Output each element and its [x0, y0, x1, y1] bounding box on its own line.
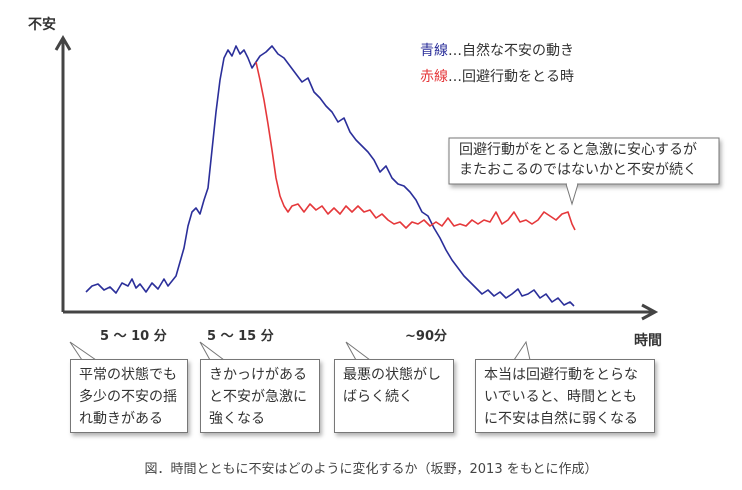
- phase3-pointer: [345, 341, 372, 361]
- phase2-line-3: 強くなる: [209, 411, 265, 427]
- phase1-note: 平常の状態でも 多少の不安の揺 れ動きがある: [70, 359, 188, 433]
- phase3-note: 最悪の状態がし ばらく続く: [334, 359, 454, 433]
- phase1-pointer: [69, 341, 98, 361]
- red-note-text: 回避行動がをとると急激に安心するが またおこるのではないかと不安が続く: [459, 140, 697, 180]
- red-note-line-2: またおこるのではないかと不安が続く: [459, 162, 697, 178]
- x-tick-label-1: 5 ～ 10 分: [100, 329, 167, 344]
- x-tick-label-3: ~90分: [405, 329, 447, 344]
- legend-blue-key: 青線: [420, 43, 448, 59]
- red-note-pointer: [565, 183, 579, 206]
- phase3-line-2: ばらく続く: [343, 389, 413, 405]
- x-tick-label-2: 5 ～ 15 分: [207, 329, 274, 344]
- legend-blue-text: …自然な不安の動き: [448, 43, 574, 59]
- phase4-line-2: いでいると、時間ととも: [484, 389, 638, 405]
- phase2-line-2: と不安が急激に: [209, 389, 307, 405]
- legend-red-text: …回避行動をとる時: [448, 69, 574, 85]
- phase1-line-3: れ動きがある: [79, 411, 163, 427]
- blue-series-line: [85, 45, 575, 307]
- phase1-line-2: 多少の不安の揺: [79, 389, 177, 405]
- y-axis-label: 不安: [28, 17, 56, 33]
- phase4-pointer: [513, 340, 531, 361]
- red-note-box: [448, 137, 720, 185]
- x-axis-label: 時間: [634, 333, 662, 349]
- legend-red-key: 赤線: [420, 69, 448, 85]
- legend-red: 赤線…回避行動をとる時: [420, 66, 574, 86]
- phase2-pointer: [199, 341, 226, 361]
- phase2-note: きかっけがある と不安が急激に 強くなる: [200, 359, 320, 433]
- phase4-line-1: 本当は回避行動をとらな: [484, 367, 638, 383]
- phase3-line-1: 最悪の状態がし: [343, 367, 441, 383]
- phase4-note: 本当は回避行動をとらな いでいると、時間ととも に不安は自然に弱くなる: [475, 359, 655, 433]
- legend-blue: 青線…自然な不安の動き: [420, 40, 574, 60]
- red-note-line-1: 回避行動がをとると急激に安心するが: [459, 142, 697, 158]
- red-series-line: [255, 61, 576, 231]
- figure-caption: 図．時間とともに不安はどのように変化するか（坂野，2013 をもとに作成）: [144, 462, 598, 477]
- y-axis-arrowhead: [54, 35, 72, 51]
- phase2-line-1: きかっけがある: [209, 367, 307, 383]
- x-axis-arrowhead: [641, 303, 659, 321]
- phase4-line-3: に不安は自然に弱くなる: [484, 411, 638, 427]
- phase1-line-1: 平常の状態でも: [79, 367, 177, 383]
